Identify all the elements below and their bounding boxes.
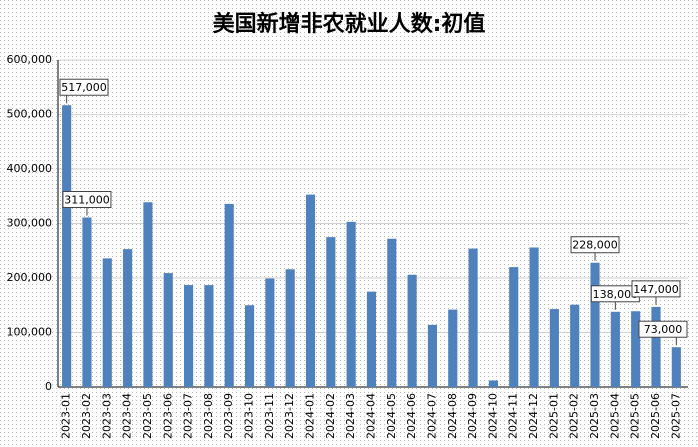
chart-title: 美国新增非农就业人数:初值 (213, 11, 486, 37)
bar (326, 237, 336, 387)
x-tick-label: 2024-08 (446, 393, 459, 439)
bar (62, 105, 72, 388)
bar (529, 247, 539, 387)
bar (285, 269, 295, 387)
y-tick-label: 0 (45, 380, 52, 393)
bar (265, 278, 275, 387)
x-tick-label: 2024-09 (466, 393, 479, 439)
x-tick-label: 2023-01 (60, 393, 73, 439)
value-label: 517,000 (61, 81, 107, 94)
bar (366, 291, 377, 387)
label-box (631, 280, 681, 298)
bar (82, 217, 92, 387)
label-box (59, 78, 109, 96)
x-tick-label: 2023-07 (182, 393, 195, 439)
x-tick-label: 2024-05 (385, 393, 398, 439)
value-label: 73,000 (644, 323, 683, 336)
x-tick-label: 2023-05 (141, 393, 154, 439)
y-tick-label: 100,000 (7, 326, 53, 339)
bar (346, 221, 356, 387)
y-tick-label: 500,000 (7, 108, 53, 121)
bar (427, 324, 438, 387)
x-tick-label: 2024-01 (304, 393, 317, 439)
bar (488, 380, 498, 387)
x-tick-label: 2023-04 (121, 393, 134, 439)
bar (549, 309, 559, 387)
bar (224, 203, 234, 387)
bar (143, 202, 153, 387)
bar (610, 311, 620, 387)
x-tick-label: 2024-07 (425, 393, 438, 439)
x-tick-label: 2024-02 (324, 393, 337, 439)
x-tick-label: 2025-03 (588, 393, 601, 439)
label-box (62, 191, 112, 209)
x-tick-label: 2023-09 (222, 393, 235, 439)
label-box (570, 236, 620, 254)
bar (468, 248, 478, 387)
bar (509, 267, 519, 387)
bar (163, 273, 173, 387)
x-tick-label: 2025-01 (547, 393, 560, 439)
bar (407, 274, 417, 387)
y-tick-label: 200,000 (7, 271, 53, 284)
x-tick-label: 2024-06 (405, 393, 418, 439)
value-label: 147,000 (633, 283, 679, 296)
x-tick-label: 2025-07 (669, 393, 682, 439)
x-tick-label: 2024-03 (344, 393, 357, 439)
x-tick-label: 2024-10 (486, 393, 499, 439)
y-tick-label: 600,000 (7, 53, 53, 66)
x-tick-label: 2025-05 (629, 393, 642, 439)
bar (387, 238, 397, 387)
bar (102, 258, 112, 387)
x-tick-label: 2023-03 (100, 393, 113, 439)
value-label: 138,000 (593, 288, 639, 301)
bar (244, 305, 255, 387)
bar (305, 194, 316, 387)
x-tick-label: 2023-10 (243, 393, 256, 439)
bar (448, 309, 458, 387)
value-label: 228,000 (572, 239, 618, 252)
bar (651, 306, 661, 387)
x-tick-label: 2024-12 (527, 393, 540, 439)
bar (570, 304, 580, 387)
x-tick-label: 2025-02 (568, 393, 581, 439)
x-tick-label: 2023-02 (80, 393, 93, 439)
y-tick-label: 400,000 (7, 162, 53, 175)
bar (590, 262, 600, 387)
y-tick-label: 300,000 (7, 217, 53, 230)
bar (184, 285, 194, 387)
label-box (638, 320, 688, 338)
bar (204, 285, 214, 387)
x-tick-label: 2023-12 (283, 393, 296, 439)
x-tick-label: 2024-04 (364, 393, 377, 439)
bar (631, 311, 641, 387)
x-tick-label: 2025-06 (649, 393, 662, 439)
bar (671, 347, 681, 387)
x-tick-label: 2023-11 (263, 393, 276, 439)
x-tick-label: 2023-06 (161, 393, 174, 439)
x-tick-label: 2024-11 (507, 393, 520, 439)
x-tick-label: 2023-08 (202, 393, 215, 439)
value-label: 311,000 (64, 194, 110, 207)
bar (123, 249, 133, 387)
x-tick-label: 2025-04 (608, 393, 621, 439)
